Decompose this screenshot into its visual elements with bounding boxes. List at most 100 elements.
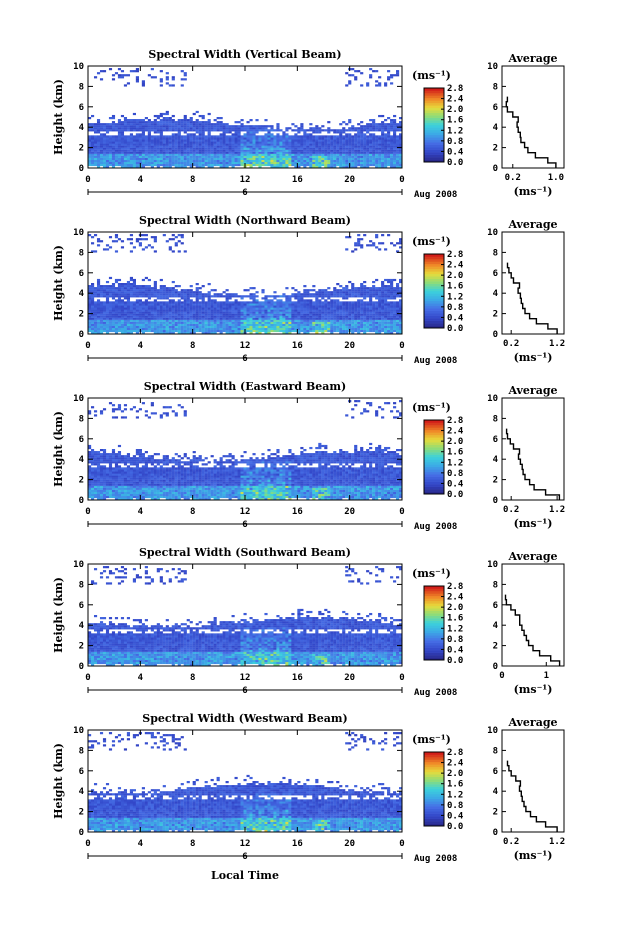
heatmap-cell (105, 325, 110, 329)
heatmap-cell (249, 143, 253, 146)
heatmap-cell (345, 321, 349, 324)
heatmap-cell (252, 323, 256, 326)
heatmap-cell (342, 319, 346, 322)
heatmap-cell (186, 119, 190, 122)
heatmap-cell (96, 487, 101, 490)
heatmap-cell (297, 153, 301, 156)
heatmap-cell (393, 127, 397, 130)
heatmap-cell (198, 127, 202, 130)
heatmap-cell (300, 159, 304, 163)
heatmap-cell (123, 327, 128, 331)
heatmap-cell (204, 137, 208, 140)
colorbar-segment (424, 97, 444, 101)
heatmap-cell (390, 315, 394, 318)
heatmap-cell (264, 311, 268, 314)
heatmap-cell (231, 319, 235, 322)
colorbar-segment (424, 278, 444, 282)
heatmap-cell (339, 311, 343, 314)
heatmap-cell (231, 317, 235, 320)
heatmap-cell (360, 161, 364, 165)
heatmap-cell (282, 295, 286, 298)
heatmap-cell (399, 309, 403, 312)
heatmap-cell (300, 321, 304, 324)
heatmap-cell (339, 285, 343, 288)
heatmap-cell (108, 325, 113, 329)
heatmap-cell (117, 145, 122, 148)
heatmap-cell (108, 293, 113, 296)
heatmap-cell (333, 129, 337, 132)
heatmap-cell (234, 127, 238, 130)
date-label: Aug 2008 (414, 356, 457, 366)
heatmap-cell (399, 133, 403, 136)
heatmap-cell (213, 289, 217, 292)
heatmap-cell (219, 329, 223, 333)
heatmap-cell (387, 129, 391, 132)
heatmap-cell (117, 309, 122, 312)
heatmap-cell (279, 313, 283, 316)
heatmap-cell (255, 329, 259, 333)
heatmap-cell (141, 159, 145, 163)
heatmap-cell (255, 155, 259, 158)
heatmap-cell (264, 143, 268, 146)
heatmap-cell (339, 307, 343, 310)
heatmap-cell (384, 319, 388, 322)
heatmap-cell (285, 141, 289, 144)
heatmap-cell (333, 165, 337, 169)
heatmap-cell (90, 327, 95, 331)
heatmap-cell (390, 137, 394, 140)
heatmap-cell (312, 147, 316, 150)
heatmap-cell (399, 307, 403, 310)
heatmap-cell (369, 159, 373, 163)
heatmap-cell (387, 143, 391, 146)
heatmap-cell (99, 240, 104, 243)
heatmap-cell (333, 157, 337, 160)
heatmap-cell (255, 151, 259, 154)
heatmap-cell (252, 155, 256, 158)
heatmap-cell (162, 139, 166, 142)
heatmap-cell (90, 161, 95, 165)
heatmap-cell (339, 293, 343, 296)
heatmap-cell (363, 153, 367, 156)
heatmap-cell (183, 155, 187, 158)
heatmap-cell (372, 293, 376, 296)
heatmap-cell (228, 141, 232, 144)
heatmap-cell (129, 319, 134, 322)
heatmap-cell (126, 283, 131, 286)
heatmap-cell (105, 159, 110, 163)
heatmap-cell (88, 477, 92, 480)
heatmap-cell (390, 329, 394, 333)
heatmap-cell (255, 305, 259, 308)
heatmap-cell (177, 145, 181, 148)
heatmap-cell (291, 143, 295, 146)
colorbar-tick-label: 2.0 (447, 271, 463, 281)
heatmap-cell (279, 129, 283, 132)
heatmap-cell (276, 147, 280, 150)
heatmap-cell (237, 307, 241, 310)
heatmap-cell (201, 147, 205, 150)
heatmap-cell (396, 147, 400, 150)
avg-y-tick-label: 0 (493, 330, 498, 340)
heatmap-cell (144, 319, 148, 322)
heatmap-cell (201, 151, 205, 154)
heatmap-cell (88, 141, 92, 144)
heatmap-cell (228, 293, 232, 296)
heatmap-cell (273, 139, 277, 142)
heatmap-cell (396, 329, 400, 333)
heatmap-cell (261, 151, 265, 154)
heatmap-cell (315, 165, 319, 169)
heatmap-cell (339, 331, 343, 335)
heatmap-cell (132, 119, 136, 122)
heatmap-cell (354, 155, 358, 158)
heatmap-cell (183, 317, 187, 320)
heatmap-cell (156, 127, 160, 130)
heatmap-cell (96, 321, 101, 324)
heatmap-cell (108, 246, 113, 249)
heatmap-cell (120, 135, 125, 138)
heatmap-cell (126, 311, 131, 314)
heatmap-cell (228, 311, 232, 314)
heatmap-cell (129, 289, 134, 292)
heatmap-cell (213, 135, 217, 138)
heatmap-cell (207, 137, 211, 140)
heatmap-cell (246, 323, 250, 326)
heatmap-cell (267, 125, 271, 128)
